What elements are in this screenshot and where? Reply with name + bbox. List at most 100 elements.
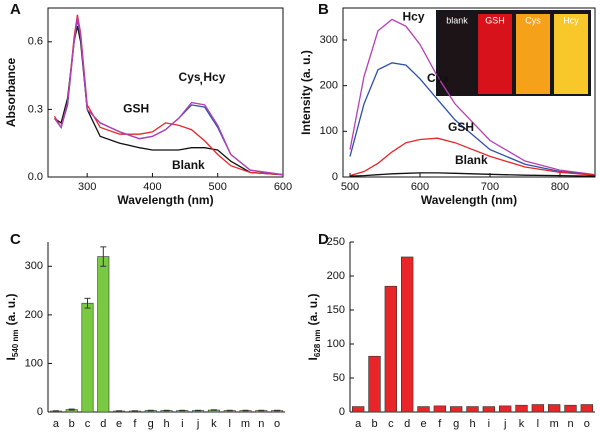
bar — [400, 256, 414, 413]
panel-label: C — [10, 231, 21, 248]
x-tick-label: d — [404, 418, 410, 430]
x-tick-label: c — [388, 418, 394, 430]
panel-label: A — [10, 1, 21, 18]
error-bar — [68, 408, 75, 411]
x-tick-label: 500 — [341, 181, 359, 193]
y-tick-label: 0.0 — [28, 171, 43, 183]
series-line — [53, 14, 284, 176]
bar — [417, 406, 430, 413]
y-axis-label: Absorbance — [4, 58, 18, 128]
y-tick-label: 100 — [320, 125, 338, 137]
bar — [547, 404, 561, 413]
bar — [564, 404, 577, 413]
panel-label: B — [318, 1, 329, 18]
x-tick-label: a — [355, 418, 362, 430]
x-tick-label: 600 — [411, 181, 429, 193]
x-tick-label: n — [567, 418, 573, 430]
inset-photo — [436, 10, 591, 96]
bar — [580, 404, 594, 413]
x-tick-label: c — [85, 418, 91, 430]
series-label: GSH — [448, 120, 474, 134]
x-tick-label: g — [453, 418, 459, 430]
x-tick-label: k — [211, 418, 217, 430]
error-bar — [100, 246, 107, 267]
y-tick-label: 0 — [339, 406, 345, 418]
bar — [351, 406, 365, 413]
x-axis-label: Wavelength (nm) — [421, 193, 517, 207]
series-label: Hcy — [403, 9, 425, 23]
x-tick-label: i — [181, 418, 183, 430]
x-tick-label: k — [519, 418, 525, 430]
x-tick-label: l — [537, 418, 539, 430]
inset-label: Cys — [525, 15, 541, 25]
y-tick-label: 300 — [320, 34, 338, 46]
bar — [433, 405, 447, 413]
bar — [368, 355, 381, 413]
x-tick-label: m — [241, 418, 250, 430]
bar — [384, 285, 398, 413]
bar — [97, 256, 110, 413]
y-label-unit: (a. u.) — [306, 294, 320, 326]
y-tick-label: 0.6 — [28, 36, 43, 48]
y-tick-label: 50 — [333, 372, 345, 384]
plot-frame — [342, 7, 596, 178]
y-tick-label: 0 — [37, 406, 43, 418]
inset-label: blank — [446, 15, 468, 25]
series-label: Hcy — [203, 70, 225, 84]
series-line — [349, 62, 596, 176]
x-tick-label: i — [488, 418, 490, 430]
x-tick-label: f — [438, 418, 442, 430]
x-tick-label: 600 — [274, 181, 292, 193]
x-tick-label: f — [133, 418, 137, 430]
series-line — [53, 16, 284, 176]
x-tick-label: o — [584, 418, 590, 430]
x-tick-label: j — [196, 418, 199, 430]
y-tick-label: 100 — [327, 338, 345, 350]
y-axis-label: I540 nm (a. u.) — [4, 294, 20, 361]
x-tick-label: g — [148, 418, 154, 430]
x-tick-label: l — [228, 418, 230, 430]
y-axis-label: Intensity (a. u.) — [299, 50, 313, 135]
x-tick-label: e — [420, 418, 426, 430]
x-tick-label: 300 — [78, 181, 96, 193]
y-tick-label: 300 — [25, 260, 43, 272]
bar — [81, 302, 94, 413]
x-tick-label: h — [163, 418, 169, 430]
x-tick-label: d — [100, 418, 106, 430]
y-tick-label: 250 — [327, 236, 345, 248]
bar — [482, 406, 496, 413]
x-tick-label: h — [469, 418, 475, 430]
series-label: Cys — [427, 71, 449, 85]
series-label: Blank — [455, 153, 488, 167]
series-line — [349, 137, 596, 177]
x-tick-label: 500 — [209, 181, 227, 193]
panel-label: D — [318, 231, 329, 248]
y-label-subscript: 628 nm — [313, 330, 322, 358]
bar — [498, 405, 512, 413]
y-label-symbol: I — [306, 357, 320, 360]
y-tick-label: 0.3 — [28, 103, 43, 115]
y-tick-label: 150 — [327, 304, 345, 316]
x-tick-label: j — [503, 418, 506, 430]
plot-frame — [47, 7, 284, 178]
inset-label: Hcy — [563, 15, 579, 25]
series-label: Cys — [179, 70, 201, 84]
y-label-unit: (a. u.) — [4, 294, 18, 326]
bar — [466, 406, 479, 413]
series-line — [349, 172, 596, 177]
series-line — [53, 19, 284, 176]
x-tick-label: b — [371, 418, 377, 430]
y-label-symbol: I — [4, 357, 18, 360]
x-tick-label: b — [69, 418, 75, 430]
y-tick-label: 100 — [25, 357, 43, 369]
y-tick-label: 200 — [320, 80, 338, 92]
bar — [515, 404, 528, 413]
x-tick-label: e — [116, 418, 122, 430]
error-bar — [84, 297, 91, 309]
x-axis-label: Wavelength (nm) — [117, 193, 213, 207]
x-tick-label: n — [258, 418, 264, 430]
x-tick-label: 400 — [143, 181, 161, 193]
y-tick-label: 200 — [327, 270, 345, 282]
series-line — [349, 18, 596, 176]
